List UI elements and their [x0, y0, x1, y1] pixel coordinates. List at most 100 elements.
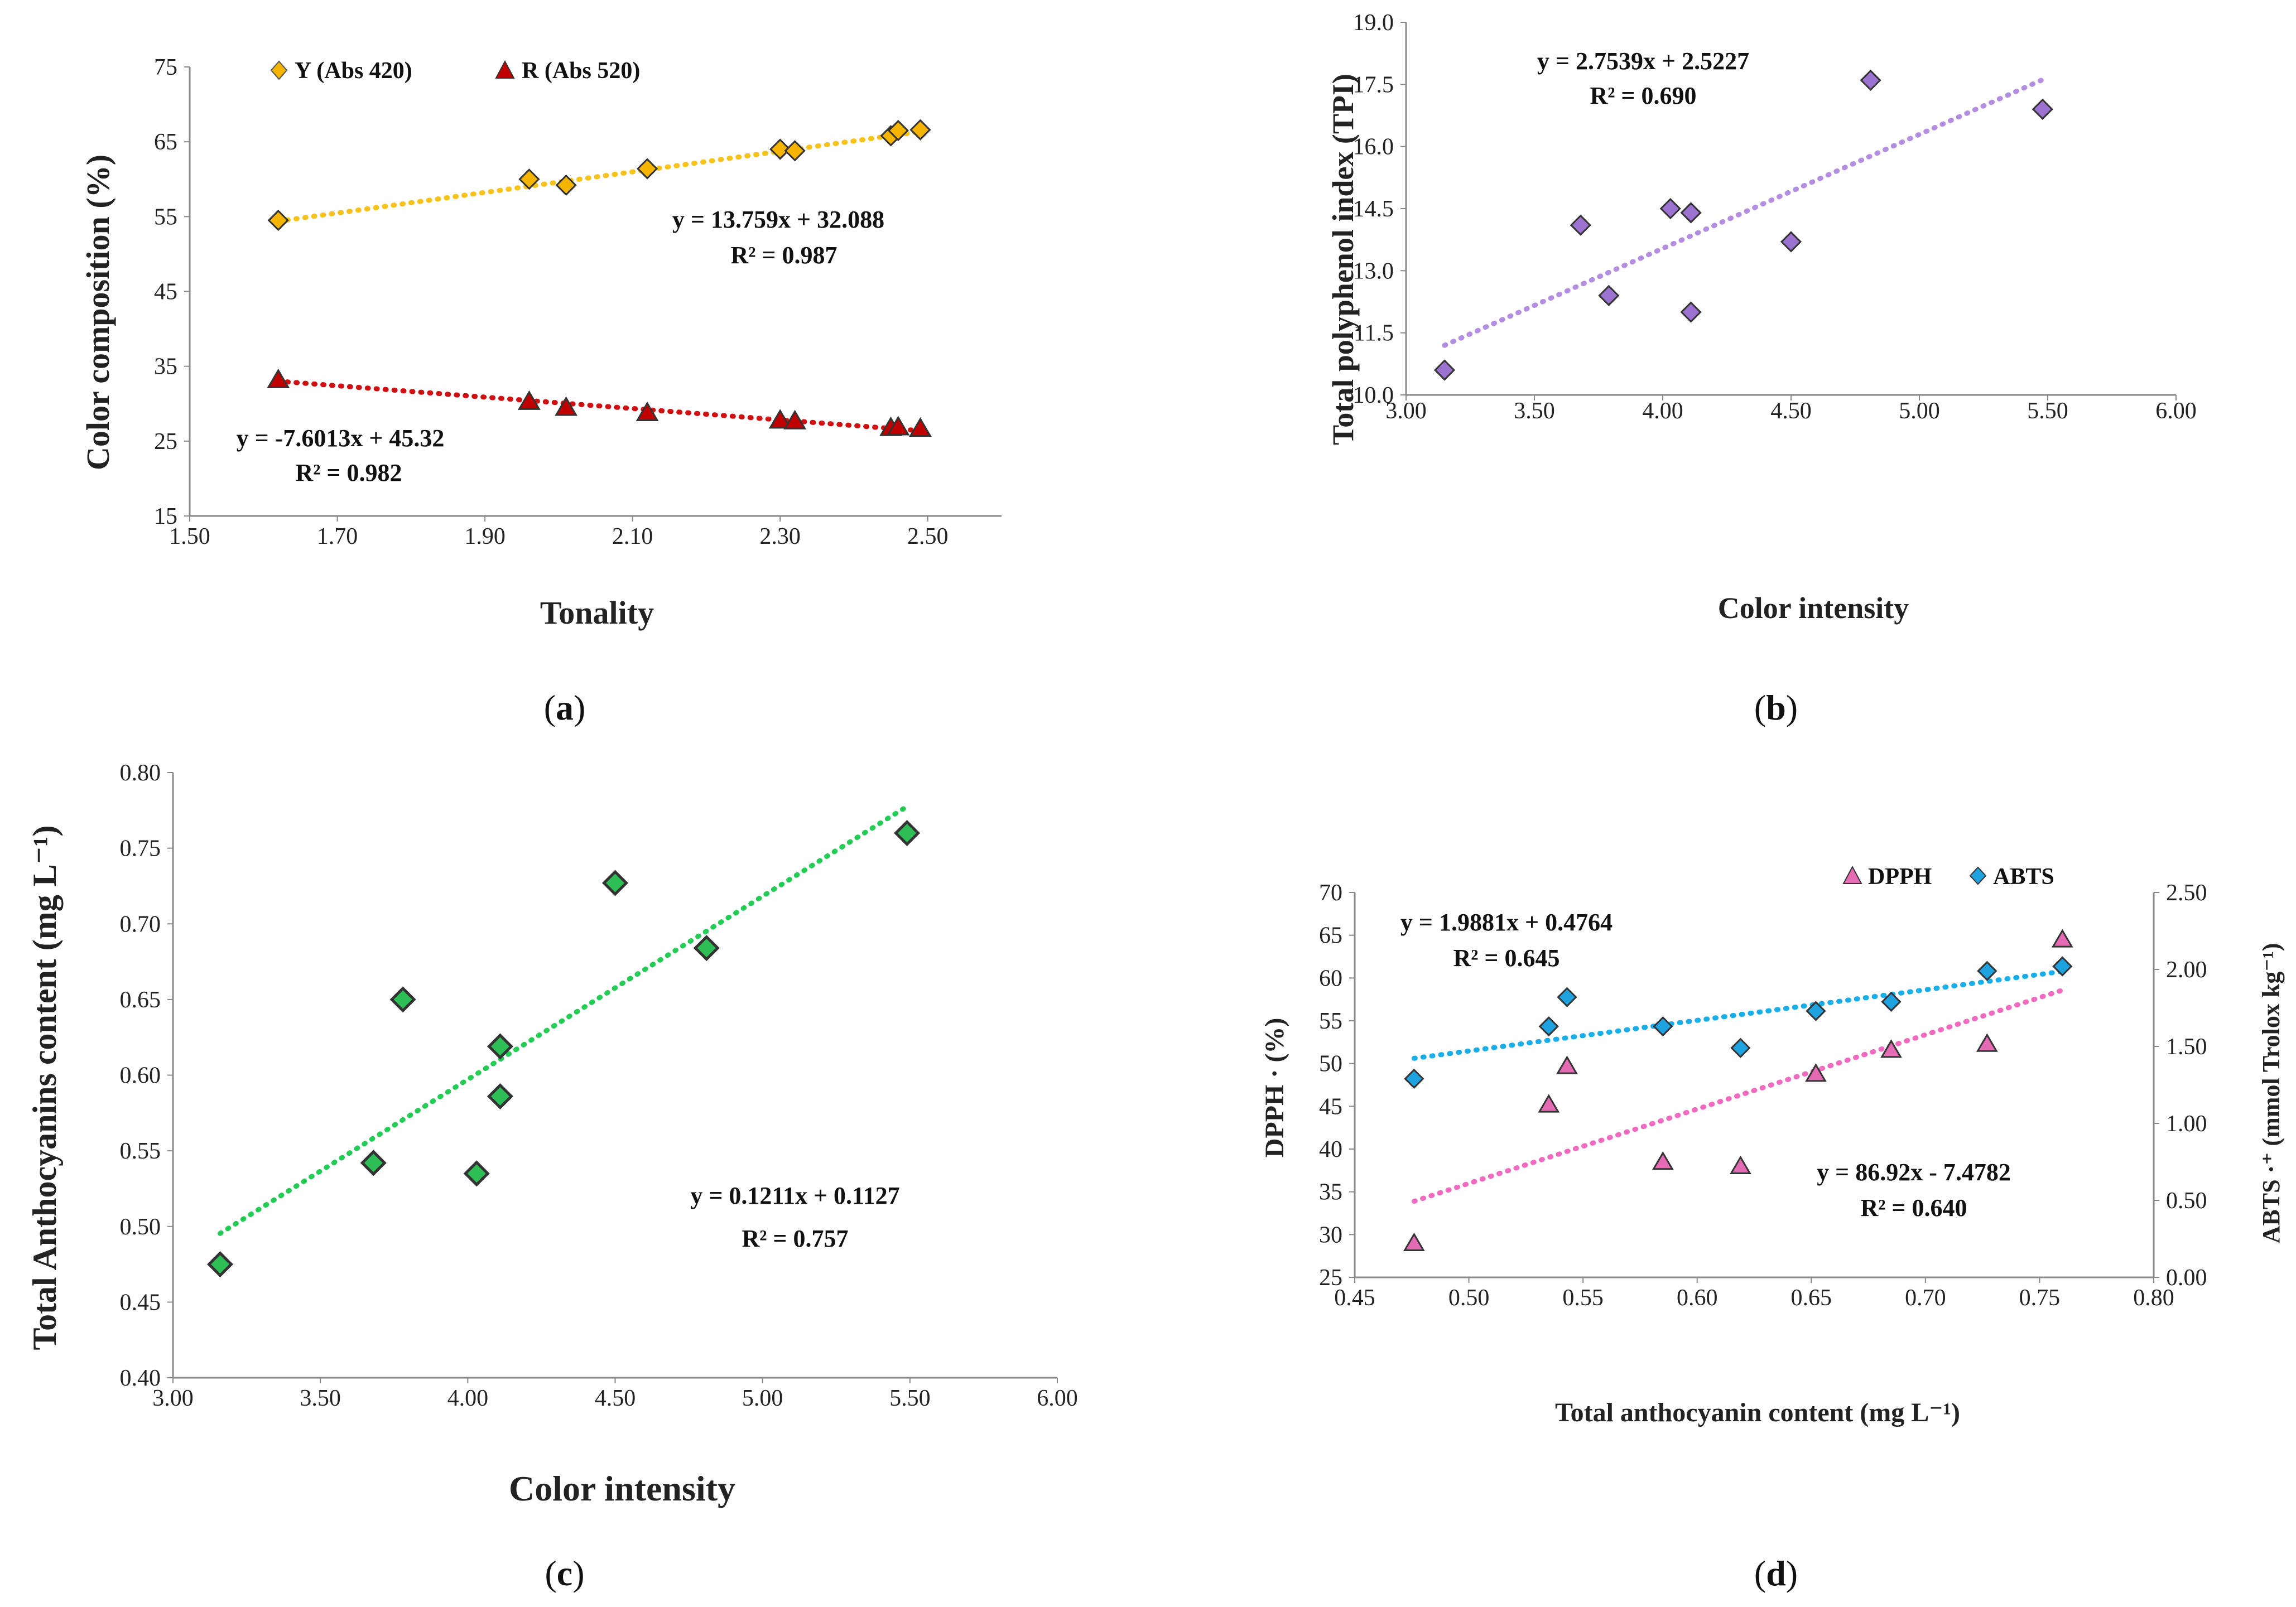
panel-d-dpph-r2: R² = 0.640: [1860, 1194, 1967, 1222]
panel-d-point-dpph: [1556, 1055, 1578, 1074]
panel-d-point-abts: [1538, 1016, 1559, 1037]
panel-c-point-total: [487, 1033, 513, 1060]
panel-a-xtick-label: 1.50: [169, 524, 210, 549]
panel-d-ylabel-right: ABTS ·⁺ (mmol Trolox kg⁻¹): [2258, 943, 2285, 1244]
panel-b-label: (b): [1754, 688, 1798, 727]
panel-b-point-tpi: [1680, 301, 1702, 323]
panel-c-label: (c): [545, 1553, 584, 1593]
panel-a-point-r: [267, 368, 290, 388]
panel-d-point-dpph: [2051, 929, 2073, 948]
panel-c-point-total: [693, 935, 720, 962]
panel-b-xtick-label: 4.00: [1642, 398, 1683, 424]
panel-d-point-abts: [1404, 1068, 1424, 1089]
panel-d-ytick-label: 35: [1319, 1180, 1342, 1205]
panel-d-point-dpph: [1652, 1151, 1674, 1170]
panel-c-ytick-label: 0.60: [120, 1063, 161, 1089]
panel-a-point-y: [555, 174, 577, 196]
panel-d-point-abts: [1730, 1037, 1751, 1058]
panel-c-ytick-label: 0.70: [120, 911, 161, 937]
panel-b-point-tpi: [1598, 284, 1620, 306]
panel-d-xtick-label: 0.70: [1905, 1285, 1946, 1311]
panel-c-eq: y = 0.1211x + 0.1127: [690, 1182, 899, 1209]
panel-d-ytick-right-label: 0.00: [2166, 1265, 2207, 1291]
legend-abts-marker: [1969, 866, 1987, 885]
panel-b-trendline-tpi: [1442, 77, 2045, 348]
panel-b-r2: R² = 0.690: [1590, 82, 1696, 109]
panel-d-ytick-label: 50: [1319, 1051, 1342, 1077]
panel-d-legend: DPPH ABTS: [1842, 864, 2054, 890]
panel-d-letter: d: [1766, 1553, 1786, 1593]
panel-a-ytick-label: 35: [154, 354, 177, 380]
panel-a-ytick-label: 45: [154, 279, 177, 305]
legend-r-marker: [495, 60, 515, 79]
panel-b-letter: b: [1766, 688, 1786, 727]
panel-c-xtick-label: 4.50: [595, 1386, 636, 1411]
panel-d-ytick-label: 65: [1319, 923, 1342, 949]
panel-d-point-dpph: [1976, 1033, 1998, 1052]
panel-d-xtick-label: 0.55: [1562, 1285, 1604, 1311]
panel-b-point-tpi: [1433, 359, 1456, 381]
panel-a-y-r2: R² = 0.987: [730, 242, 837, 269]
panel-d-ytick-label: 30: [1319, 1222, 1342, 1248]
panel-d-point-dpph: [1730, 1155, 1751, 1174]
panel-a-letter: a: [556, 688, 574, 727]
panel-b-ytick-label: 14.5: [1353, 196, 1394, 222]
panel-d-ylabel-left: DPPH · (%): [1260, 1018, 1289, 1158]
panel-c-ylabel: Total Anthocyanins content (mg L⁻¹): [26, 826, 63, 1350]
panel-d-ytick-label: 70: [1319, 880, 1342, 906]
panel-b-xtick-label: 5.00: [1899, 398, 1940, 424]
panel-b-point-tpi: [1659, 197, 1681, 220]
panel-a-r-r2: R² = 0.982: [295, 459, 402, 486]
panel-d-point-dpph: [1403, 1232, 1425, 1251]
panel-d-point-abts: [1557, 987, 1577, 1007]
legend-dpph-label: DPPH: [1868, 864, 1932, 890]
panel-d-point-dpph: [1880, 1039, 1902, 1058]
panel-c-xtick-label: 3.00: [152, 1386, 194, 1411]
panel-b-point-tpi: [1860, 69, 1881, 91]
panel-c-ytick-label: 0.50: [120, 1214, 161, 1240]
panel-d-point-dpph: [1538, 1094, 1560, 1113]
panel-d-xtick-label: 0.50: [1448, 1285, 1490, 1311]
panel-d-xlabel: Total anthocyanin content (mg L⁻¹): [1555, 1398, 1960, 1427]
panel-a-trendline-y: [276, 129, 923, 224]
panel-b-eq: y = 2.7539x + 2.5227: [1537, 47, 1749, 75]
panel-a-point-y: [769, 138, 791, 160]
panel-a-ytick-label: 55: [154, 204, 177, 230]
panel-b-xlabel: Color intensity: [1718, 591, 1909, 625]
panel-d-point-dpph: [1805, 1063, 1827, 1082]
panel-d-point-abts: [1977, 961, 1997, 981]
legend-dpph-marker: [1842, 865, 1862, 884]
panel-b-ytick-label: 19.0: [1353, 10, 1394, 36]
panel-b-xtick-label: 3.00: [1385, 398, 1427, 424]
panel-b-point-tpi: [1570, 214, 1591, 236]
panel-b-ytick-label: 17.5: [1353, 72, 1394, 98]
panel-c-xtick-label: 5.50: [889, 1386, 931, 1411]
panel-b-ylabel: Total polyphenol index (TPI): [1326, 74, 1360, 445]
panel-a-xtick-label: 1.70: [317, 524, 358, 549]
panel-d-ytick-label: 25: [1319, 1265, 1342, 1291]
panel-a-xtick-label: 2.30: [759, 524, 801, 549]
panel-a-point-y: [887, 119, 909, 142]
panel-d-ytick-label: 40: [1319, 1137, 1342, 1162]
panel-c-xtick-label: 6.00: [1037, 1386, 1078, 1411]
panel-d-point-abts: [1653, 1016, 1673, 1037]
panel-a-ytick-label: 65: [154, 129, 177, 155]
panel-b-ytick-label: 13.0: [1353, 258, 1394, 284]
panel-c-r2: R² = 0.757: [742, 1225, 848, 1252]
panel-a-legend: Y (Abs 420) R (Abs 520): [270, 58, 640, 84]
panel-a-point-y: [518, 168, 540, 190]
panel-a-xtick-label: 2.10: [612, 524, 653, 549]
panel-b-xtick-label: 3.50: [1514, 398, 1555, 424]
panel-a-ytick-label: 15: [154, 504, 177, 529]
panel-a-point-r: [636, 401, 659, 421]
panel-d-point-abts: [1881, 991, 1902, 1012]
panel-a-point-r: [768, 409, 792, 429]
panel-c-xtick-label: 4.00: [447, 1386, 489, 1411]
panel-d-abts-r2: R² = 0.645: [1453, 944, 1559, 972]
panel-b-xtick-label: 6.00: [2155, 398, 2197, 424]
panel-c-ytick-label: 0.55: [120, 1138, 161, 1164]
panel-c-letter: c: [557, 1553, 572, 1593]
legend-abts-label: ABTS: [1993, 864, 2054, 890]
panel-d-xtick-label: 0.60: [1677, 1285, 1718, 1311]
